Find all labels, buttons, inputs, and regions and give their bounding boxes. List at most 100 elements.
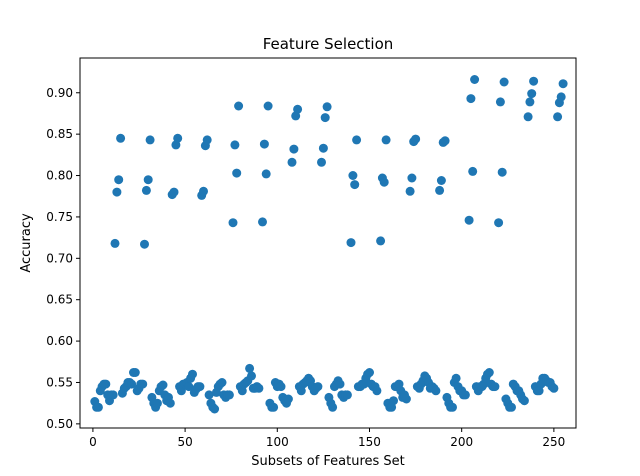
data-point: [350, 180, 360, 190]
data-point: [558, 79, 568, 89]
data-point: [152, 398, 162, 408]
data-point: [263, 101, 273, 111]
data-point: [116, 133, 126, 143]
data-point: [499, 77, 509, 87]
data-point: [110, 238, 120, 248]
y-axis-label: Accuracy: [19, 213, 34, 273]
data-point: [523, 112, 533, 122]
y-tick-label: 0.50: [46, 417, 73, 431]
data-point: [138, 379, 148, 389]
data-point: [322, 102, 332, 112]
y-tick-label: 0.90: [46, 86, 73, 100]
y-tick-label: 0.75: [46, 210, 73, 224]
data-point: [372, 386, 382, 396]
data-point: [258, 217, 267, 227]
y-tick-label: 0.70: [46, 251, 73, 265]
data-point: [468, 166, 478, 176]
data-point: [195, 382, 205, 392]
data-point: [204, 390, 214, 400]
data-point: [389, 396, 398, 406]
data-point: [217, 378, 227, 387]
y-tick-label: 0.60: [46, 334, 73, 348]
data-point: [101, 379, 111, 389]
data-point: [127, 379, 137, 389]
data-point: [527, 89, 537, 99]
data-point: [466, 94, 476, 104]
data-point: [435, 185, 445, 195]
x-tick-label: 200: [450, 435, 473, 449]
data-point: [230, 140, 240, 150]
data-point: [379, 177, 389, 187]
data-point: [549, 383, 559, 393]
data-point: [348, 171, 358, 180]
data-point: [173, 133, 183, 143]
data-point: [130, 368, 140, 377]
x-axis-ticks: 0 50 100 150 200 250: [89, 428, 565, 449]
data-point: [169, 187, 179, 197]
x-tick-label: 250: [542, 435, 565, 449]
data-point: [328, 402, 338, 412]
data-point: [431, 386, 441, 396]
data-point: [165, 398, 175, 408]
data-point: [143, 175, 153, 185]
data-point: [494, 218, 504, 228]
data-point: [381, 135, 391, 145]
x-tick-label: 150: [358, 435, 381, 449]
data-point: [507, 402, 516, 412]
chart-title: Feature Selection: [263, 35, 394, 53]
data-point: [365, 368, 374, 377]
y-tick-label: 0.55: [46, 375, 73, 389]
data-point: [112, 187, 122, 197]
data-point: [470, 75, 480, 84]
data-point: [401, 394, 411, 404]
data-point: [553, 112, 563, 122]
data-point: [342, 390, 352, 400]
data-point: [283, 394, 293, 404]
data-point: [188, 369, 197, 379]
data-point: [247, 371, 256, 381]
data-point: [313, 382, 323, 392]
data-point: [519, 396, 529, 406]
y-tick-label: 0.80: [46, 169, 73, 183]
x-tick-label: 0: [89, 435, 97, 449]
data-point: [525, 97, 535, 107]
data-point: [464, 215, 474, 225]
data-point: [93, 402, 103, 412]
data-point: [199, 186, 208, 196]
data-point: [141, 185, 151, 195]
plot-frame: [79, 57, 577, 429]
data-point: [451, 373, 461, 383]
y-tick-label: 0.85: [46, 127, 73, 141]
data-point: [184, 382, 194, 392]
data-point: [529, 76, 539, 86]
data-point: [495, 97, 505, 107]
data-point: [352, 135, 362, 145]
data-point: [276, 382, 286, 392]
data-point: [407, 173, 417, 183]
data-point: [287, 157, 297, 167]
data-point: [346, 238, 356, 248]
y-axis-ticks: 0.50 0.55 0.60 0.65 0.70 0.75 0.80 0.85 0.90: [46, 86, 80, 431]
data-point: [436, 176, 446, 185]
data-point: [490, 382, 500, 392]
data-point: [289, 144, 299, 154]
x-tick-label: 50: [177, 435, 192, 449]
data-point: [484, 368, 494, 377]
data-point: [145, 135, 155, 145]
data-point: [202, 135, 212, 145]
data-point: [234, 101, 244, 111]
x-axis-label: Subsets of Features Set: [251, 454, 405, 469]
data-point: [405, 186, 415, 196]
data-point: [108, 390, 118, 400]
data-point: [448, 402, 457, 412]
data-point: [259, 139, 269, 149]
data-point: [556, 92, 566, 102]
data-point: [320, 113, 330, 123]
data-point: [269, 402, 279, 412]
data-point: [224, 390, 234, 400]
data-point: [158, 380, 168, 390]
x-tick-label: 100: [266, 435, 289, 449]
data-point: [335, 379, 345, 389]
data-point: [210, 404, 220, 414]
data-point: [460, 390, 470, 400]
